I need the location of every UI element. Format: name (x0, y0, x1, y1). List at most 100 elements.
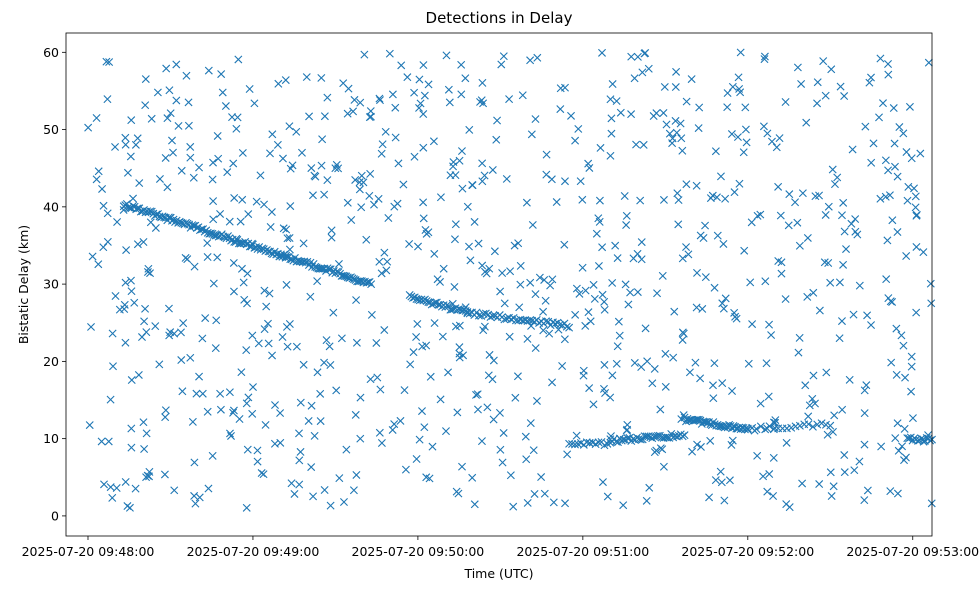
detection-marker (735, 84, 744, 93)
detection-marker (307, 463, 316, 472)
detection-marker (375, 94, 384, 103)
detection-marker (365, 191, 374, 200)
detection-marker (451, 322, 460, 331)
detection-marker (265, 289, 274, 298)
detection-marker (709, 394, 718, 403)
detection-marker (225, 429, 234, 438)
detection-marker (430, 319, 439, 328)
detection-marker (633, 288, 642, 297)
detection-marker (355, 178, 364, 187)
detection-marker (245, 85, 254, 94)
detection-marker (450, 235, 459, 244)
detection-marker (201, 314, 210, 323)
detection-marker (637, 238, 646, 247)
detection-marker (716, 467, 725, 476)
detection-marker (612, 359, 621, 368)
detection-marker (388, 425, 397, 434)
detection-marker (108, 329, 117, 338)
detection-marker (381, 127, 390, 136)
detection-marker (286, 202, 295, 211)
detection-marker (436, 395, 445, 404)
detection-marker (594, 214, 603, 223)
detection-marker (767, 137, 776, 146)
detection-marker (756, 422, 765, 431)
detection-marker (803, 233, 812, 242)
detection-marker (723, 89, 732, 98)
detection-marker (549, 498, 558, 507)
detection-marker (327, 233, 336, 242)
detection-marker (556, 105, 565, 114)
detection-marker (151, 322, 160, 331)
detection-marker (887, 358, 896, 367)
detection-marker (172, 60, 181, 69)
detection-marker (164, 304, 173, 313)
detection-marker (916, 149, 925, 158)
detection-marker (698, 304, 707, 313)
detection-marker (198, 334, 207, 343)
detection-marker (243, 299, 252, 308)
detection-marker (565, 323, 574, 332)
detection-marker (624, 300, 633, 309)
detection-marker (650, 364, 659, 373)
detection-marker (861, 122, 870, 131)
detection-marker (332, 386, 341, 395)
detection-marker (146, 269, 155, 278)
detection-marker (522, 198, 531, 207)
detection-marker (403, 73, 412, 82)
detection-marker (213, 253, 222, 262)
detection-marker (356, 434, 365, 443)
detection-marker (441, 427, 450, 436)
detection-marker (835, 278, 844, 287)
detection-marker (243, 269, 252, 278)
detection-marker (270, 439, 279, 448)
detection-marker (744, 359, 753, 368)
detection-marker (190, 458, 199, 467)
detection-marker (901, 373, 910, 382)
detection-marker (548, 275, 557, 284)
detection-marker (752, 425, 761, 434)
detection-marker (518, 91, 527, 100)
detection-marker (461, 74, 470, 83)
detection-marker (830, 180, 839, 189)
detection-marker (711, 147, 720, 156)
detection-marker (805, 401, 814, 410)
detection-marker (184, 121, 193, 130)
detection-marker (481, 309, 490, 318)
detection-marker (795, 333, 804, 342)
detection-marker (627, 110, 636, 119)
detection-marker (133, 240, 142, 249)
detection-marker (548, 378, 557, 387)
detection-marker (453, 408, 462, 417)
detection-marker (545, 329, 554, 338)
detection-marker (927, 299, 936, 308)
detection-marker (250, 99, 259, 108)
detection-marker (477, 96, 486, 105)
detection-marker (701, 221, 710, 230)
detection-marker (882, 275, 891, 284)
detection-marker (727, 130, 736, 139)
detection-marker (535, 273, 544, 282)
detection-marker (926, 279, 935, 288)
detection-marker (694, 124, 703, 133)
detection-marker (121, 278, 130, 287)
detection-marker (139, 418, 148, 427)
detection-marker (127, 443, 136, 452)
detection-marker (891, 434, 900, 443)
detection-marker (633, 249, 642, 258)
detection-marker (537, 473, 546, 482)
detection-marker (485, 264, 494, 273)
detection-marker (290, 489, 299, 498)
detection-marker (292, 342, 301, 351)
detection-marker (584, 159, 593, 168)
detection-marker (310, 431, 319, 440)
detection-marker (840, 451, 849, 460)
detection-marker (793, 218, 802, 227)
x-tick-label: 2025-07-20 09:51:00 (516, 544, 649, 559)
detection-marker (414, 242, 422, 251)
detection-marker (221, 102, 230, 111)
detection-marker (343, 109, 352, 118)
detection-marker (630, 74, 639, 83)
detection-marker (268, 130, 277, 139)
detection-marker (622, 221, 631, 230)
detection-marker (204, 66, 213, 75)
